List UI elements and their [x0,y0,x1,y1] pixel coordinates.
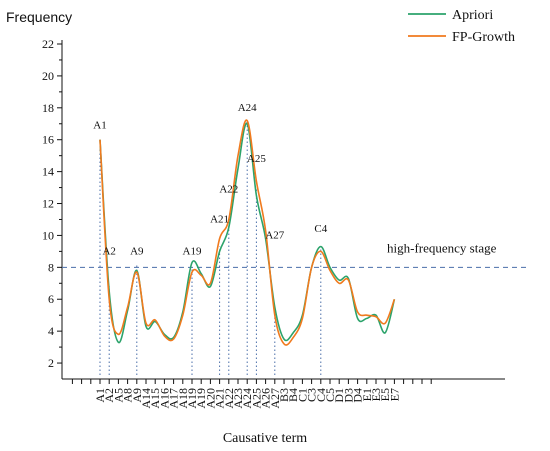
series-lines [99,119,396,346]
x-tick-label: A15 [148,388,162,409]
annotation-labels: A1 A2 A9 A19 A21 A22 A24 A25 A27 C4 [93,102,327,258]
x-tick-label: A24 [240,388,254,409]
axes [61,40,505,380]
y-tick-label: 6 [48,292,54,306]
x-tick-label: A27 [268,388,282,409]
x-tick-label: E3 [369,388,383,401]
y-ticks: 2 4 6 8 10 12 14 16 18 20 22 [42,37,62,370]
x-tick-label: C1 [295,388,309,402]
x-tick-label: A14 [139,388,153,409]
x-tick-label: A9 [130,388,144,403]
annotation-label: A24 [238,102,257,114]
y-tick-label: 12 [42,197,54,211]
x-tick-label: A5 [111,388,125,403]
threshold-label: high-frequency stage [387,240,497,255]
series-line-fp-growth [99,119,396,346]
x-tick-label: A1 [93,388,107,403]
x-tick-label: E1 [360,388,374,401]
y-tick-label: 22 [42,37,54,51]
legend: Apriori FP-Growth [408,8,515,45]
x-tick-label: A25 [249,388,263,409]
x-tick-label: C5 [323,388,337,402]
x-ticks: A1A2A5A8A9A14A15A16A17A18A19A19A20A21A22… [71,379,432,409]
threshold-line: high-frequency stage [62,240,530,268]
x-tick-label: A8 [121,388,135,403]
x-tick-label: A26 [259,388,273,409]
x-tick-label: A17 [167,388,181,409]
y-tick-label: 4 [48,324,54,338]
x-tick-label: D1 [332,388,346,403]
series-line-apriori [99,122,396,344]
x-tick-label: C4 [314,388,328,402]
x-tick-label: A19 [185,388,199,409]
x-tick-label: E5 [378,388,392,401]
x-tick-label: D3 [341,388,355,403]
x-tick-label: A21 [213,388,227,409]
y-tick-label: 20 [42,69,54,83]
y-tick-label: 2 [48,356,54,370]
y-tick-label: 8 [48,260,54,274]
annotation-label: A2 [102,246,115,258]
y-axis-label: Frequency [6,9,72,25]
x-tick-label: A2 [102,388,116,403]
legend-label: Apriori [452,8,493,23]
x-axis-label: Causative term [223,431,307,446]
x-tick-label: D4 [351,388,365,403]
annotation-label: A19 [183,246,202,258]
annotation-label: A22 [219,183,238,195]
annotation-label: C4 [314,223,327,235]
x-tick-label: A22 [222,388,236,409]
y-tick-label: 18 [42,101,54,115]
y-tick-label: 16 [42,133,54,147]
x-tick-label: E7 [387,388,401,401]
x-tick-label: A20 [203,388,217,409]
x-tick-label: A23 [231,388,245,409]
x-tick-label: A18 [176,388,190,409]
annotation-label: A21 [210,214,229,226]
x-tick-label: B3 [277,388,291,402]
legend-label: FP-Growth [452,30,515,45]
y-tick-label: 14 [42,165,54,179]
y-tick-label: 10 [42,228,54,242]
x-tick-label: C3 [305,388,319,402]
annotation-label: A9 [130,246,144,258]
x-tick-label: A16 [157,388,171,409]
annotation-label: A27 [265,230,284,242]
annotation-label: A25 [247,153,266,165]
x-tick-label: B4 [286,388,300,402]
x-tick-label: A19 [194,388,208,409]
annotation-label: A1 [93,120,106,132]
